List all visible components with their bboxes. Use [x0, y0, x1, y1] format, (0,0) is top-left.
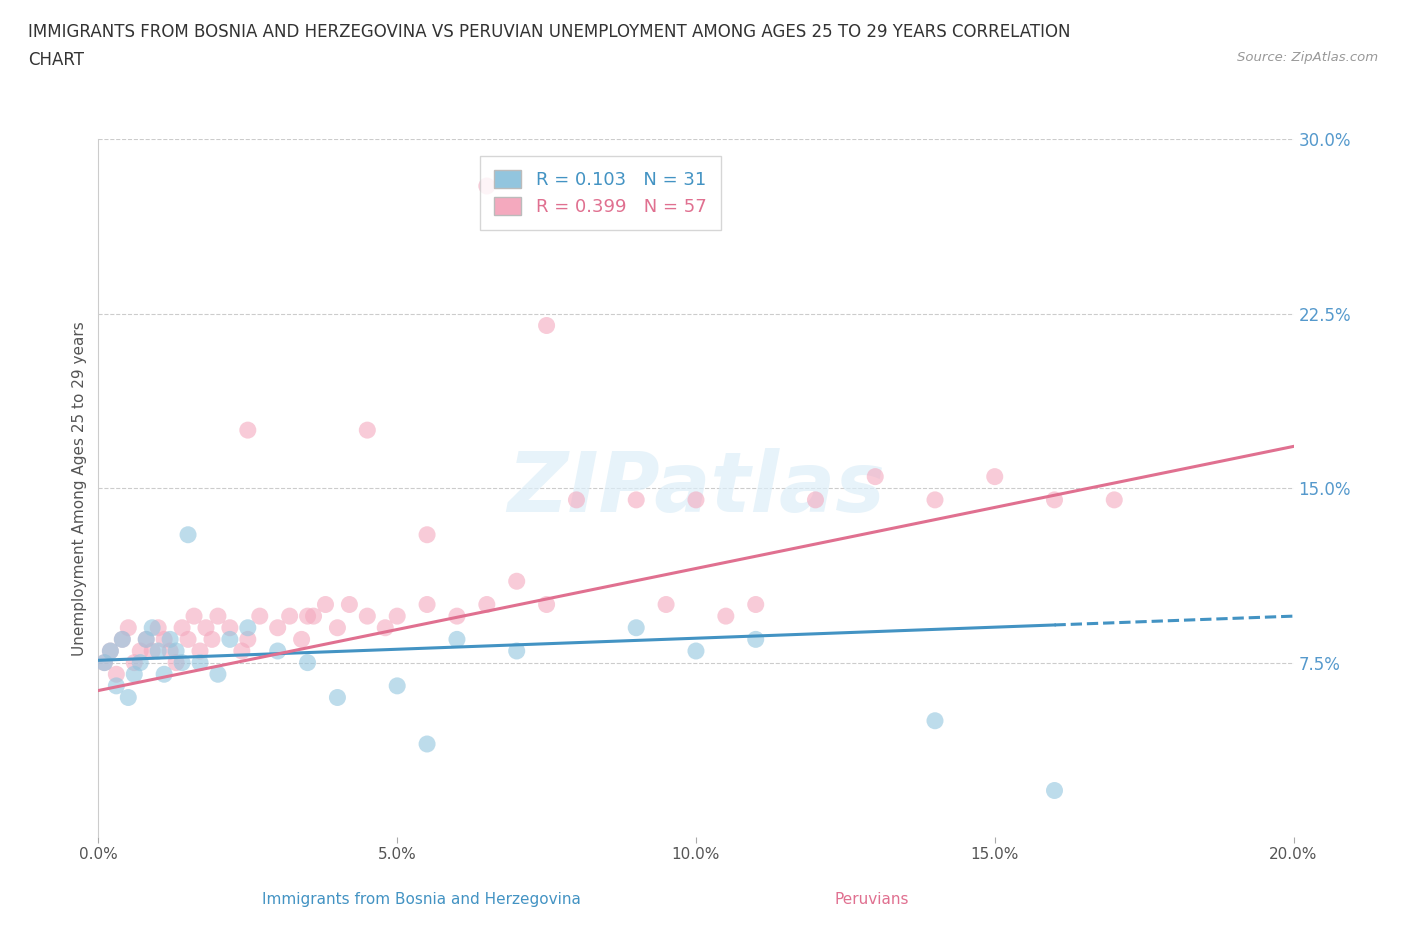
Point [745, 632, 768, 647]
Text: ZIPatlas: ZIPatlas [508, 447, 884, 529]
Point [207, 609, 229, 624]
Point [416, 737, 439, 751]
Point [626, 620, 648, 635]
Point [506, 644, 529, 658]
Point [1043, 783, 1066, 798]
Point [626, 493, 648, 508]
Point [536, 318, 558, 333]
Point [278, 609, 301, 624]
Point [475, 597, 498, 612]
Point [153, 667, 176, 682]
Point [655, 597, 678, 612]
Point [188, 656, 211, 671]
Point [356, 422, 378, 438]
Point [231, 644, 253, 658]
Point [416, 527, 439, 542]
Point [475, 179, 498, 193]
Point [924, 713, 946, 728]
Point [188, 644, 211, 658]
Point [249, 609, 271, 624]
Point [177, 527, 200, 542]
Point [339, 597, 360, 612]
Point [183, 609, 205, 624]
Point [416, 597, 439, 612]
Point [129, 656, 152, 671]
Point [100, 644, 122, 658]
Point [124, 656, 146, 671]
Point [506, 574, 529, 589]
Point [172, 656, 194, 671]
Point [291, 632, 314, 647]
Point [714, 609, 737, 624]
Point [111, 632, 134, 647]
Point [105, 679, 128, 694]
Point [236, 632, 259, 647]
Text: Immigrants from Bosnia and Herzegovina: Immigrants from Bosnia and Herzegovina [263, 892, 581, 907]
Point [536, 597, 558, 612]
Point [865, 469, 887, 484]
Text: Source: ZipAtlas.com: Source: ZipAtlas.com [1237, 51, 1378, 64]
Point [172, 620, 194, 635]
Point [236, 620, 259, 635]
Point [93, 656, 115, 671]
Point [135, 632, 157, 647]
Point [267, 620, 290, 635]
Point [374, 620, 396, 635]
Point [297, 656, 319, 671]
Point [117, 690, 139, 705]
Point [105, 667, 128, 682]
Point [385, 609, 409, 624]
Point [326, 620, 349, 635]
Point [984, 469, 1007, 484]
Point [1043, 493, 1066, 508]
Point [153, 632, 176, 647]
Point [446, 609, 468, 624]
Point [111, 632, 134, 647]
Point [195, 620, 218, 635]
Point [446, 632, 468, 647]
Point [267, 644, 290, 658]
Point [297, 609, 319, 624]
Point [100, 644, 122, 658]
Point [201, 632, 224, 647]
Point [207, 667, 229, 682]
Point [219, 632, 242, 647]
Point [1104, 493, 1126, 508]
Point [93, 656, 115, 671]
Point [219, 620, 242, 635]
Point [124, 667, 146, 682]
Point [117, 620, 139, 635]
Point [141, 620, 163, 635]
Point [745, 597, 768, 612]
Point [685, 493, 707, 508]
Text: Peruvians: Peruvians [835, 892, 908, 907]
Point [804, 493, 827, 508]
Text: CHART: CHART [28, 51, 84, 69]
Legend: R = 0.103   N = 31, R = 0.399   N = 57: R = 0.103 N = 31, R = 0.399 N = 57 [479, 155, 721, 231]
Point [159, 632, 181, 647]
Point [236, 422, 259, 438]
Point [129, 644, 152, 658]
Point [565, 493, 588, 508]
Point [135, 632, 157, 647]
Point [165, 656, 187, 671]
Point [177, 632, 200, 647]
Point [165, 644, 187, 658]
Point [148, 620, 170, 635]
Point [326, 690, 349, 705]
Point [685, 644, 707, 658]
Point [356, 609, 378, 624]
Point [924, 493, 946, 508]
Point [141, 644, 163, 658]
Point [159, 644, 181, 658]
Point [315, 597, 337, 612]
Point [302, 609, 325, 624]
Point [148, 644, 170, 658]
Y-axis label: Unemployment Among Ages 25 to 29 years: Unemployment Among Ages 25 to 29 years [72, 321, 87, 656]
Point [385, 679, 409, 694]
Text: IMMIGRANTS FROM BOSNIA AND HERZEGOVINA VS PERUVIAN UNEMPLOYMENT AMONG AGES 25 TO: IMMIGRANTS FROM BOSNIA AND HERZEGOVINA V… [28, 23, 1070, 41]
